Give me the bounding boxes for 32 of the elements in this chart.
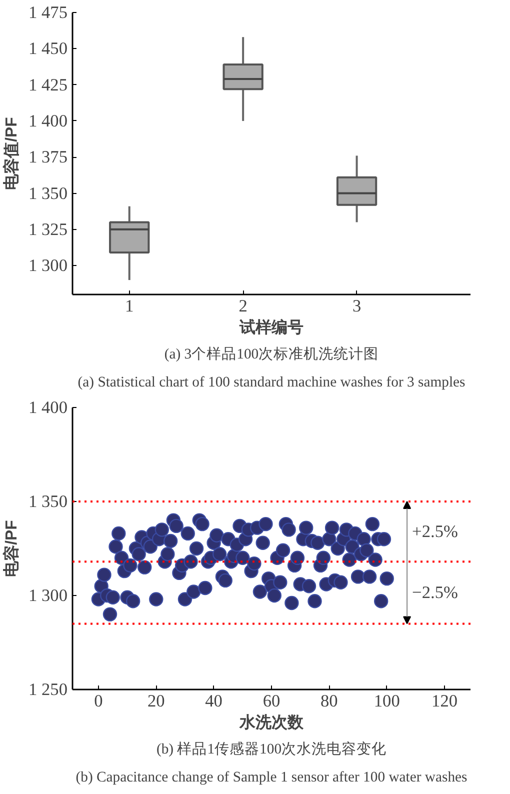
y-axis-title: 电容值/PF <box>2 116 21 190</box>
y-tick-label: 1 475 <box>28 3 68 22</box>
y-tick-label: 1 350 <box>28 492 68 511</box>
y-tick-label: 1 400 <box>28 111 68 130</box>
y-tick-label: 1 300 <box>28 586 68 605</box>
x-tick-label: 1 <box>125 296 134 316</box>
y-tick-label: 1 375 <box>28 148 68 167</box>
y-tick-label: 1 250 <box>28 680 68 699</box>
x-tick-label: 3 <box>352 296 362 316</box>
x-tick-label: 120 <box>432 692 458 710</box>
y-tick-label: 1 400 <box>28 398 68 417</box>
y-tick-label: 1 350 <box>28 184 68 203</box>
text: (a) Statistical chart of 100 standard machine washes for 3 samples <box>78 374 466 390</box>
x-axis-title: 试样编号 <box>238 318 304 336</box>
x-tick-label: 2 <box>238 296 248 316</box>
x-tick-label: 100 <box>374 692 400 710</box>
y-tick-label: 1 425 <box>28 75 68 94</box>
text: (b) Capacitance change of Sample 1 sensor after 100 water washes <box>76 770 468 786</box>
y-tick-label: 1 300 <box>28 256 68 276</box>
x-tick-label: 80 <box>320 692 338 710</box>
x-tick-label: 20 <box>147 692 165 710</box>
y-axis-title: 电容/PF <box>2 520 21 577</box>
annotation: +2.5% <box>412 522 458 542</box>
annotation: −2.5% <box>412 583 458 602</box>
y-tick-label: 1 325 <box>28 220 68 239</box>
text: (b) 样品1传感器100次水洗电容变化 <box>156 740 387 758</box>
x-axis-title: 水洗次数 <box>238 714 304 732</box>
text: (a) 3个样品100次标准机洗统计图 <box>164 346 379 362</box>
y-tick-label: 1 450 <box>28 39 68 58</box>
x-tick-label: 0 <box>94 692 103 710</box>
x-tick-label: 60 <box>262 692 280 710</box>
x-tick-label: 40 <box>205 692 222 710</box>
